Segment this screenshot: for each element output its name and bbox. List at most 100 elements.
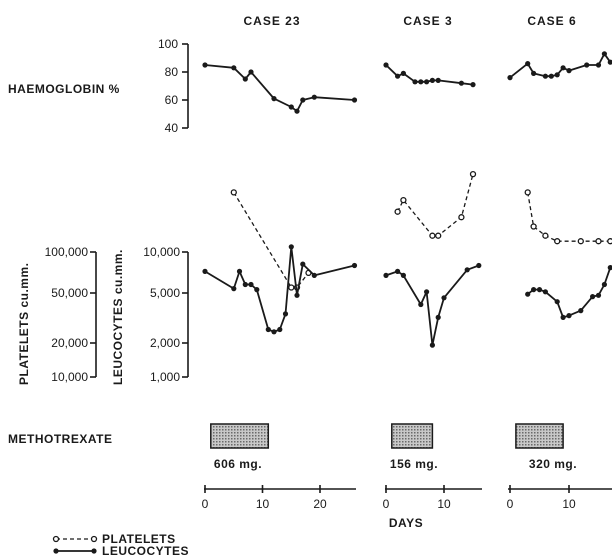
leucocytes-point xyxy=(418,301,424,308)
days-tick-label: 10 xyxy=(256,497,270,511)
platelets-axis-label: PLATELETS cu.mm. xyxy=(17,263,31,385)
haemoglobin-point xyxy=(400,70,406,76)
leucocytes-point xyxy=(277,326,283,333)
haemoglobin-point xyxy=(601,51,608,57)
leucocytes-point xyxy=(311,272,317,278)
leucocytes-point xyxy=(400,272,406,278)
leucocytes-line xyxy=(527,267,612,319)
haemoglobin-point xyxy=(351,97,358,103)
haemoglobin-point xyxy=(566,68,572,74)
haemoglobin-point xyxy=(311,94,317,100)
platelets-tick-label: 20,000 xyxy=(51,336,88,350)
haemoglobin-tick-label: 80 xyxy=(165,65,179,79)
leucocytes-tick-label: 5,000 xyxy=(150,286,180,300)
chart-marks: 0 10 20 0 10 0 10 xyxy=(202,51,612,511)
haemoglobin-point xyxy=(231,65,237,71)
legend-leucocytes-label: LEUCOCYTES xyxy=(102,544,189,558)
haemoglobin-point xyxy=(300,97,306,103)
leucocytes-point xyxy=(435,314,441,320)
methotrexate-bar xyxy=(515,423,564,449)
leucocytes-point xyxy=(464,267,470,273)
leucocytes-point xyxy=(578,308,584,314)
case-title: CASE 6 xyxy=(527,14,576,28)
legend-platelets-marker xyxy=(90,535,98,543)
legend-leucocytes-marker xyxy=(53,548,59,554)
case-title: CASE 3 xyxy=(403,14,452,28)
treatment-label: METHOTREXATE xyxy=(8,432,112,446)
platelets-point xyxy=(435,232,442,239)
haemoglobin-tick-label: 60 xyxy=(165,93,179,107)
leucocytes-point xyxy=(265,326,271,333)
haemoglobin-point xyxy=(429,77,435,83)
leucocytes-point xyxy=(300,261,306,267)
platelets-point xyxy=(458,214,465,221)
platelets-point xyxy=(288,284,295,291)
platelets-point xyxy=(595,238,602,245)
haemoglobin-point xyxy=(607,59,612,65)
methotrexate-bar xyxy=(210,423,270,449)
leucocytes-point xyxy=(424,289,430,295)
leucocytes-point xyxy=(351,262,358,269)
leucocytes-point xyxy=(231,286,237,292)
dose-label: 320 mg. xyxy=(529,457,577,471)
platelets-tick-label: 10,000 xyxy=(51,370,88,384)
platelets-point xyxy=(554,238,561,245)
leucocytes-point xyxy=(595,292,602,298)
dose-label: 606 mg. xyxy=(214,457,262,471)
leucocytes-tick-label: 10,000 xyxy=(143,245,180,259)
leucocytes-point xyxy=(601,281,608,288)
haemoglobin-point xyxy=(435,77,441,83)
platelets-line xyxy=(233,192,310,289)
platelets-point xyxy=(524,189,531,196)
leucocytes-point xyxy=(282,311,289,317)
haemoglobin-point xyxy=(554,72,560,78)
leucocytes-point xyxy=(531,287,537,293)
leucocytes-point xyxy=(560,314,566,320)
haemoglobin-point xyxy=(584,62,590,68)
haemoglobin-point xyxy=(248,69,254,75)
haemoglobin-point xyxy=(242,76,248,82)
haemoglobin-tick-label: 100 xyxy=(158,37,178,51)
days-tick-label: 10 xyxy=(562,497,576,511)
legend-leucocytes-marker xyxy=(91,548,97,554)
leucocytes-point xyxy=(566,313,572,319)
haemoglobin-point xyxy=(560,65,566,71)
days-tick-label: 0 xyxy=(507,497,514,511)
platelets-line xyxy=(527,192,611,242)
haemoglobin-line xyxy=(385,64,474,86)
haemoglobin-point xyxy=(507,75,513,81)
platelets-tick-label: 50,000 xyxy=(51,286,88,300)
platelets-point xyxy=(469,170,477,178)
platelets-tick-label: 100,000 xyxy=(45,245,89,259)
leucocytes-point xyxy=(607,265,612,271)
days-tick-label: 20 xyxy=(313,497,327,511)
haemoglobin-point xyxy=(418,79,424,85)
days-tick-label: 10 xyxy=(437,497,451,511)
haemoglobin-point xyxy=(383,62,389,68)
haemoglobin-point xyxy=(525,61,531,67)
platelets-point xyxy=(230,189,237,196)
platelets-point xyxy=(607,238,612,245)
platelets-line xyxy=(397,173,474,237)
leucocytes-point xyxy=(525,291,531,297)
leucocytes-line xyxy=(204,245,355,333)
leucocytes-point xyxy=(536,287,543,293)
haemoglobin-tick-label: 40 xyxy=(165,121,179,135)
leucocytes-line xyxy=(385,264,480,346)
platelets-point xyxy=(542,232,549,239)
platelets-point xyxy=(429,232,436,239)
legend-platelets-label: PLATELETS xyxy=(102,532,176,546)
leucocytes-point xyxy=(590,294,596,300)
leucocytes-point xyxy=(242,281,248,288)
haemoglobin-point xyxy=(548,73,554,79)
days-tick-label: 0 xyxy=(202,497,209,511)
dose-label: 156 mg. xyxy=(390,457,438,471)
leucocytes-point xyxy=(294,292,300,298)
haemoglobin-point xyxy=(424,79,430,85)
haemoglobin-point xyxy=(470,82,476,88)
leucocytes-point xyxy=(236,268,243,274)
methotrexate-bar xyxy=(391,423,434,449)
leucocytes-point xyxy=(202,268,208,274)
leucocytes-tick-label: 1,000 xyxy=(150,370,180,384)
